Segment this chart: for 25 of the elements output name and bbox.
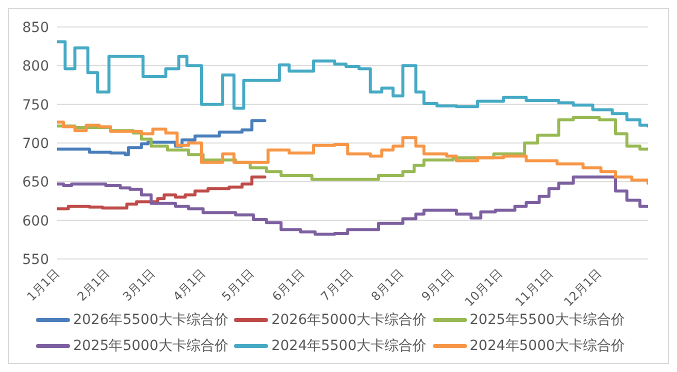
legend-label: 2024年5500大卡综合价 [271, 337, 427, 355]
y-tick-label: 700 [22, 136, 49, 152]
legend-label: 2026年5500大卡综合价 [73, 311, 228, 329]
x-tick-label: 11月1日 [512, 266, 556, 310]
legend-label: 2025年5000大卡综合价 [73, 337, 228, 355]
x-tick-label: 1月1日 [24, 266, 62, 304]
x-tick-label: 7月1日 [318, 266, 356, 304]
x-tick-label: 3月1日 [120, 266, 158, 304]
y-tick-label: 800 [22, 58, 49, 75]
x-tick-label: 8月1日 [368, 266, 406, 304]
x-tick-label: 9月1日 [418, 266, 456, 304]
legend-label: 2025年5500大卡综合价 [470, 311, 625, 329]
legend-label: 2026年5000大卡综合价 [271, 311, 427, 329]
legend-label: 2024年5000大卡综合价 [470, 337, 625, 355]
x-tick-label: 4月1日 [170, 266, 208, 304]
y-tick-label: 850 [22, 20, 49, 36]
x-tick-label: 10月1日 [462, 266, 506, 310]
y-tick-label: 750 [22, 97, 49, 114]
x-tick-label: 6月1日 [269, 266, 308, 304]
x-tick-label: 5月1日 [219, 266, 257, 304]
x-tick-label: 2月1日 [74, 266, 112, 304]
y-tick-label: 550 [22, 252, 49, 268]
y-tick-label: 600 [22, 213, 49, 230]
y-tick-label: 650 [22, 174, 49, 191]
x-tick-label: 12月1日 [561, 266, 604, 310]
